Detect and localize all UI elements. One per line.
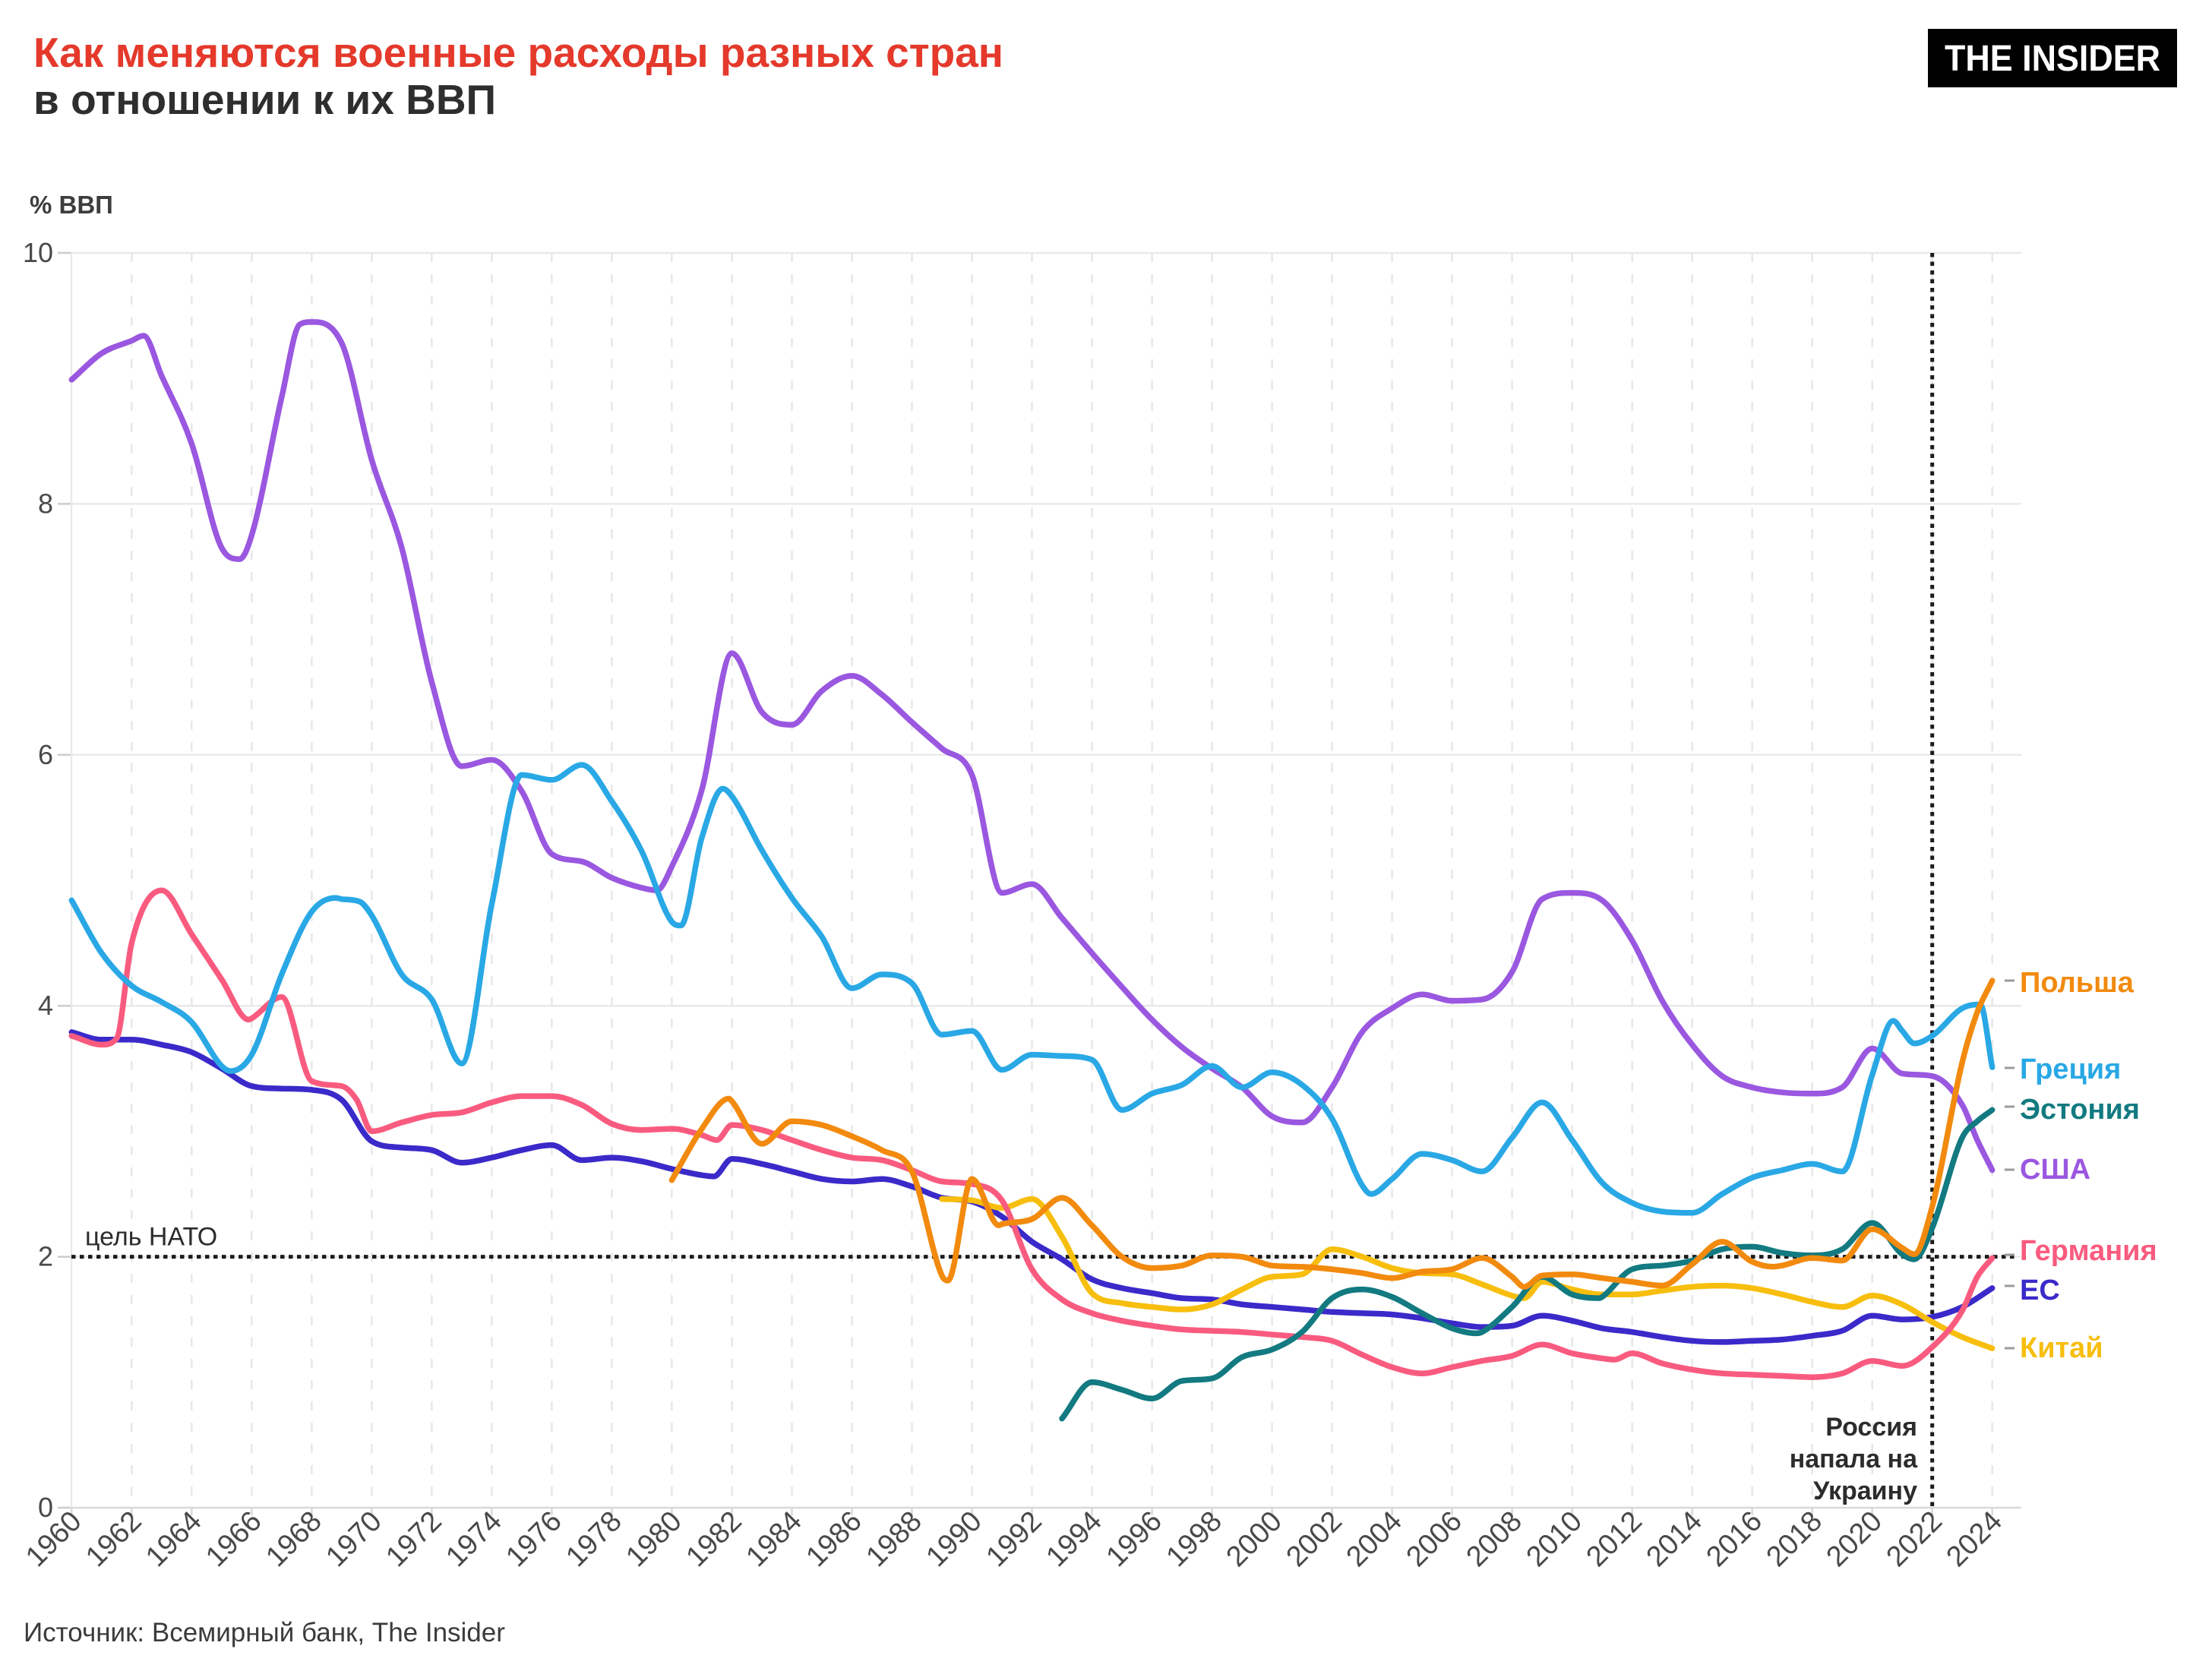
svg-text:Эстония: Эстония — [2020, 1094, 2140, 1126]
svg-text:4: 4 — [38, 990, 53, 1021]
svg-text:2: 2 — [38, 1241, 53, 1272]
svg-text:цель НАТО: цель НАТО — [85, 1223, 217, 1252]
svg-text:Украину: Украину — [1813, 1477, 1917, 1505]
svg-text:Польша: Польша — [2020, 967, 2135, 999]
svg-text:Как меняются военные расходы р: Как меняются военные расходы разных стра… — [33, 29, 1003, 76]
svg-text:8: 8 — [38, 488, 53, 519]
svg-text:Греция: Греция — [2020, 1053, 2121, 1085]
svg-text:напала на: напала на — [1790, 1445, 1918, 1474]
svg-text:10: 10 — [23, 237, 53, 268]
svg-text:в отношении к их ВВП: в отношении к их ВВП — [33, 76, 496, 123]
svg-text:Источник: Всемирный банк, The: Источник: Всемирный банк, The Insider — [24, 1618, 505, 1647]
svg-text:THE INSIDER: THE INSIDER — [1945, 39, 2160, 79]
svg-text:ЕС: ЕС — [2020, 1275, 2060, 1306]
svg-text:США: США — [2020, 1154, 2090, 1186]
svg-text:6: 6 — [38, 739, 53, 770]
svg-text:% ВВП: % ВВП — [30, 191, 113, 219]
svg-text:Россия: Россия — [1825, 1413, 1917, 1442]
svg-text:Китай: Китай — [2020, 1332, 2103, 1364]
svg-text:0: 0 — [38, 1492, 53, 1523]
svg-text:Германия: Германия — [2020, 1235, 2157, 1267]
